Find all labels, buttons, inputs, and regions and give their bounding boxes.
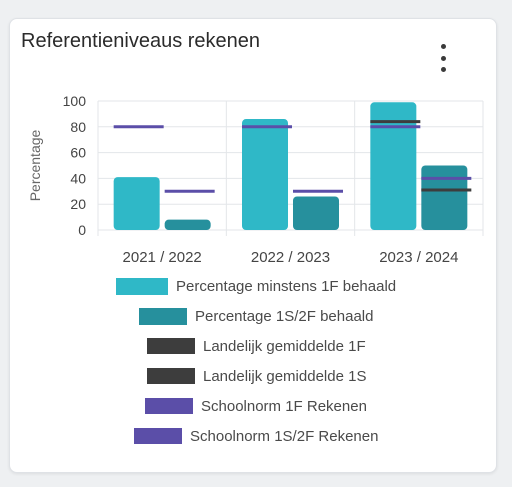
- bar: [421, 165, 468, 230]
- legend-item[interactable]: Schoolnorm 1F Rekenen: [145, 396, 367, 416]
- chart-card: [9, 18, 497, 473]
- y-tick-label: 20: [70, 196, 86, 212]
- card-title: Referentieniveaus rekenen: [21, 30, 261, 52]
- bar: [242, 119, 288, 230]
- legend-item[interactable]: Percentage minstens 1F behaald: [116, 276, 396, 296]
- legend-item[interactable]: Landelijk gemiddelde 1S: [147, 366, 366, 386]
- legend-item[interactable]: Schoolnorm 1S/2F Rekenen: [134, 426, 378, 446]
- more-vertical-icon[interactable]: [436, 44, 450, 72]
- x-tick-label: 2022 / 2023: [251, 249, 330, 266]
- y-tick-label: 40: [70, 170, 86, 186]
- legend-label: Schoolnorm 1F Rekenen: [201, 397, 367, 415]
- x-tick-label: 2021 / 2022: [123, 249, 202, 266]
- legend-label: Landelijk gemiddelde 1S: [203, 367, 367, 385]
- bar: [164, 219, 211, 230]
- menu-dot: [440, 67, 446, 72]
- bar: [370, 102, 417, 230]
- bar: [113, 177, 160, 230]
- menu-dot: [440, 44, 446, 49]
- legend-swatch: [147, 368, 195, 384]
- legend-label: Percentage minstens 1F behaald: [176, 277, 397, 295]
- legend-swatch: [147, 338, 195, 354]
- legend-swatch: [134, 428, 182, 444]
- y-tick-label: 100: [63, 93, 87, 109]
- y-tick-label: 0: [78, 222, 86, 238]
- legend-swatch: [116, 277, 168, 295]
- legend-item[interactable]: Percentage 1S/2F behaald: [139, 306, 373, 326]
- x-tick-label: 2023 / 2024: [379, 249, 458, 266]
- menu-dot: [440, 55, 446, 61]
- legend-label: Landelijk gemiddelde 1F: [203, 337, 366, 355]
- legend-item[interactable]: Landelijk gemiddelde 1F: [147, 336, 366, 356]
- y-tick-label: 80: [70, 119, 86, 135]
- legend-label: Percentage 1S/2F behaald: [195, 307, 374, 325]
- legend-label: Schoolnorm 1S/2F Rekenen: [190, 427, 379, 445]
- y-axis-label: Percentage: [27, 129, 43, 201]
- y-tick-label: 60: [70, 145, 86, 161]
- legend-swatch: [145, 398, 193, 414]
- legend-swatch: [139, 307, 187, 325]
- bar: [293, 196, 339, 230]
